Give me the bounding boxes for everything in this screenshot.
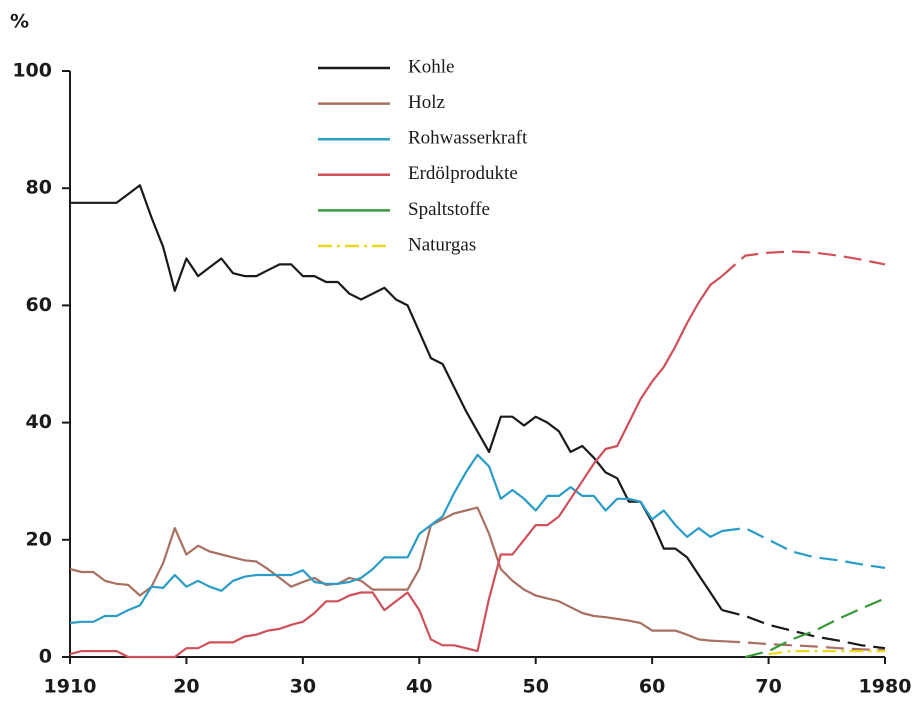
- series-line-dashed: [768, 650, 885, 656]
- y-tick-label: 60: [26, 294, 52, 316]
- legend-label: Kohle: [408, 56, 454, 77]
- legend-label: Rohwasserkraft: [408, 128, 528, 149]
- y-tick-label: 0: [39, 646, 52, 668]
- x-tick-label: 70: [755, 676, 781, 698]
- x-tick-label: 1910: [44, 676, 97, 698]
- series-line: [69, 506, 723, 643]
- x-tick-label: 60: [639, 676, 665, 698]
- x-tick-label: 40: [406, 676, 432, 698]
- x-tick-label: 30: [290, 676, 316, 698]
- series-line: [69, 275, 723, 659]
- y-tick-label: 80: [26, 177, 52, 199]
- series-line-dashed: [721, 527, 886, 569]
- y-axis-label: %: [10, 11, 29, 33]
- y-tick-label: 40: [26, 411, 52, 433]
- x-tick-label: 1980: [859, 676, 912, 698]
- y-tick-label: 100: [12, 60, 52, 82]
- legend-label: Naturgas: [408, 234, 476, 255]
- legend-label: Erdölprodukte: [408, 163, 518, 184]
- y-tick-label: 20: [26, 528, 52, 550]
- x-tick-label: 50: [522, 676, 548, 698]
- series-line-dashed: [745, 597, 886, 659]
- series-line: [69, 453, 723, 625]
- x-tick-label: 20: [173, 676, 199, 698]
- series-line-dashed: [721, 609, 886, 650]
- series-line-dashed: [721, 250, 886, 277]
- legend-label: Spaltstoffe: [408, 199, 490, 220]
- series-line-dashed: [721, 640, 886, 652]
- series-line: [70, 184, 723, 611]
- legend-label: Holz: [408, 92, 445, 113]
